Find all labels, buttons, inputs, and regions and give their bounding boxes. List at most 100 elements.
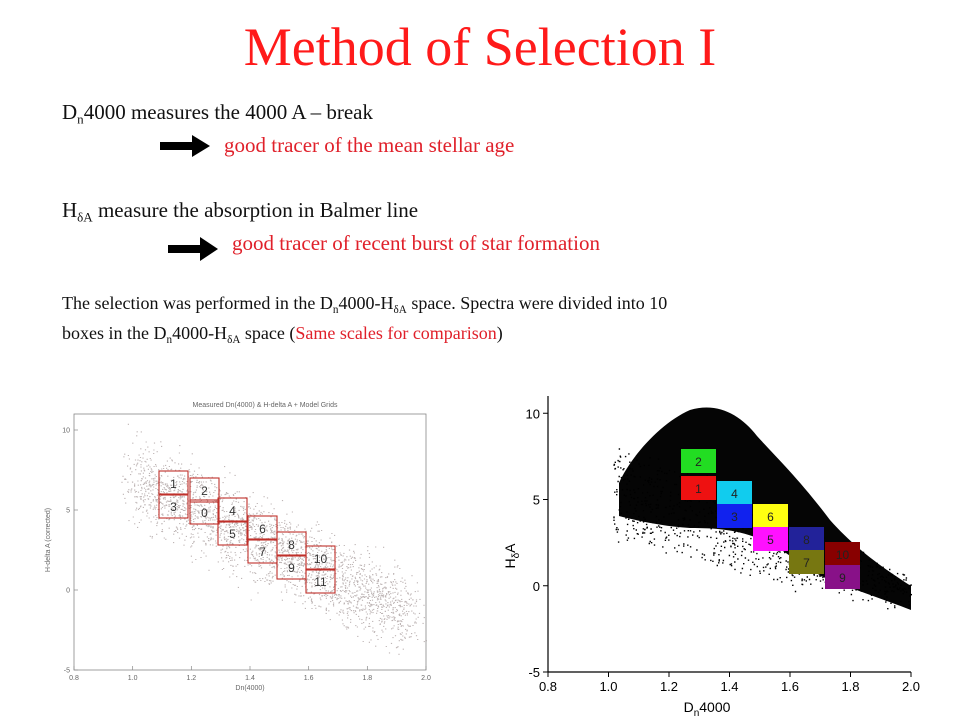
right-x-tick-label: 2.0	[902, 679, 920, 694]
right-box-label: 3	[731, 510, 738, 524]
measured-dn4000-hda-plot: Measured Dn(4000) & H-delta A + Model Gr…	[40, 390, 450, 695]
right-box-label: 1	[695, 482, 702, 496]
para-subscript: n	[332, 303, 339, 316]
right-y-tick-label: -5	[528, 665, 540, 680]
left-x-axis-label: Dn(4000)	[235, 685, 264, 692]
left-box-label: 6	[259, 522, 266, 536]
left-box-label: 7	[259, 545, 266, 559]
right-x-tick-label: 1.2	[660, 679, 678, 694]
same-scales-note: Same scales for comparison	[295, 323, 497, 343]
dn-letter: D	[62, 100, 78, 124]
para-subscript: δA	[393, 303, 407, 316]
left-box-label: 0	[201, 506, 208, 520]
left-x-tick-label: 1.4	[245, 675, 255, 682]
para-text: space (	[240, 323, 296, 343]
right-box-3: 3	[717, 504, 752, 528]
para-text: 4000-H	[338, 293, 394, 313]
right-box-4: 4	[717, 481, 752, 505]
left-box-10: 10	[305, 545, 336, 571]
right-x-tick-label: 0.8	[539, 679, 557, 694]
left-y-tick-label: 0	[66, 588, 70, 595]
slide-title: Method of Selection I	[243, 17, 717, 77]
dn4000-tracer-note: good tracer of the mean stellar age	[224, 133, 515, 157]
right-x-tick-label: 1.4	[720, 679, 738, 694]
left-y-axis-label: H-delta A (corrected)	[45, 508, 52, 572]
left-box-2: 2	[189, 477, 220, 503]
left-box-8: 8	[276, 531, 307, 557]
hda-subscript: δA	[77, 209, 93, 225]
left-x-tick-label: 1.2	[186, 675, 196, 682]
left-box-4: 4	[217, 497, 248, 523]
arrow-right-icon	[160, 135, 210, 157]
selection-paragraph-line2: boxes in the Dn4000-HδA space (Same scal…	[62, 318, 503, 348]
left-box-label: 2	[201, 484, 208, 498]
right-box-label: 8	[803, 533, 810, 547]
para-subscript: n	[166, 333, 173, 346]
left-box-11: 11	[305, 568, 336, 594]
right-y-tick-label: 10	[526, 406, 540, 421]
right-box-label: 9	[839, 571, 846, 585]
left-box-3: 3	[158, 493, 189, 519]
right-x-ticks: 0.8 1.0 1.2 1.4 1.6 1.8 2.0	[539, 672, 920, 694]
right-box-5: 5	[753, 527, 788, 551]
left-box-1: 1	[158, 470, 189, 496]
para-text: The selection was performed in the D	[62, 293, 333, 313]
para-subscript: δA	[227, 333, 241, 346]
para-text: )	[496, 323, 503, 343]
right-y-axis-label: HδA	[502, 543, 522, 569]
right-x-tick-label: 1.6	[781, 679, 799, 694]
left-plot-title: Measured Dn(4000) & H-delta A + Model Gr…	[193, 402, 338, 409]
left-box-label: 9	[288, 561, 295, 575]
selection-paragraph-line1: The selection was performed in the Dn400…	[62, 288, 667, 318]
right-selection-boxes: 2 1 4 3 6 5 8 10 7 9	[681, 449, 860, 589]
right-box-6: 6	[753, 504, 788, 528]
left-x-tick-label: 0.8	[69, 675, 79, 682]
right-box-2: 2	[681, 449, 716, 473]
left-x-tick-label: 2.0	[421, 675, 431, 682]
left-x-tick-label: 1.8	[362, 675, 372, 682]
left-box-0: 0	[189, 499, 220, 525]
dn4000-definition: Dn4000 measures the 4000 A – break	[62, 100, 373, 127]
right-x-tick-label: 1.8	[841, 679, 859, 694]
right-y-tick-label: 0	[533, 579, 540, 594]
left-box-label: 4	[229, 504, 236, 518]
left-x-tick-label: 1.6	[304, 675, 314, 682]
left-box-label: 10	[314, 552, 328, 566]
dn-definition-text: 4000 measures the 4000 A – break	[83, 100, 373, 124]
left-x-tick-label: 1.0	[128, 675, 138, 682]
left-x-ticks: 0.8 1.0 1.2 1.4 1.6 1.8 2.0	[69, 666, 431, 682]
dn-subscript: n	[77, 111, 84, 127]
left-box-label: 3	[170, 500, 177, 514]
right-x-axis-label: Dn4000	[684, 699, 731, 719]
left-box-5: 5	[217, 520, 248, 546]
right-box-label: 6	[767, 510, 774, 524]
right-box-9: 9	[825, 565, 860, 589]
left-y-ticks: 10 5 0 -5	[62, 428, 78, 675]
para-text: boxes in the D	[62, 323, 167, 343]
right-box-label: 4	[731, 487, 738, 501]
hda-definition: HδA measure the absorption in Balmer lin…	[62, 198, 418, 225]
right-box-7: 7	[789, 550, 824, 574]
left-box-label: 5	[229, 527, 236, 541]
right-box-1: 1	[681, 476, 716, 500]
right-box-label: 2	[695, 455, 702, 469]
left-box-label: 11	[314, 575, 327, 589]
h-letter: H	[62, 198, 78, 222]
right-y-tick-label: 5	[533, 493, 540, 508]
dn4000-hda-box-plot: 2 1 4 3 6 5 8 10 7 9 0.8 1.0 1.2 1.4 1.6 1.8 2.0 10 5 0 -5…	[495, 388, 925, 720]
left-y-tick-label: 10	[62, 428, 70, 435]
left-box-label: 8	[288, 538, 295, 552]
left-selection-boxes: 1 2 3 0 4 5 6 7 8 9 10 11	[158, 470, 336, 594]
hda-tracer-note: good tracer of recent burst of star form…	[232, 231, 600, 255]
arrow-right-icon	[168, 237, 218, 261]
right-box-label: 7	[803, 556, 810, 570]
right-x-tick-label: 1.0	[599, 679, 617, 694]
para-text: space. Spectra were divided into 10	[406, 293, 668, 313]
left-box-label: 1	[170, 477, 177, 491]
left-box-6: 6	[247, 515, 278, 541]
para-text: 4000-H	[172, 323, 228, 343]
left-y-tick-label: 5	[66, 508, 70, 515]
right-box-label: 5	[767, 533, 774, 547]
right-box-10: 10	[825, 542, 860, 566]
right-box-8: 8	[789, 527, 824, 551]
